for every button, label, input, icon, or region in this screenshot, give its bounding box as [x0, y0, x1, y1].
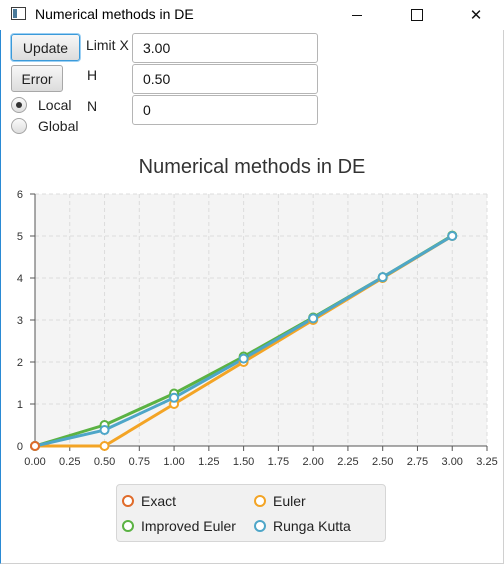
legend-item-exact: Exact — [122, 493, 176, 509]
h-label: H — [87, 67, 98, 83]
x-tick-label: 0.25 — [59, 456, 80, 468]
local-radio-label: Local — [38, 97, 72, 113]
title-bar: Numerical methods in DE ✕ — [0, 0, 504, 30]
x-tick-label: 3.00 — [442, 456, 463, 468]
legend-item-euler: Euler — [254, 493, 306, 509]
data-point-runga-kutta — [447, 231, 458, 241]
maximize-button[interactable] — [394, 0, 440, 30]
maximize-icon — [411, 9, 423, 21]
legend-item-improved-euler: Improved Euler — [122, 518, 236, 534]
legend-label-exact: Exact — [141, 493, 177, 509]
minimize-icon — [352, 14, 362, 16]
h-field[interactable]: 0.50 — [132, 64, 318, 94]
y-tick-label: 6 — [17, 189, 23, 201]
x-tick-label: 1.00 — [163, 456, 184, 468]
x-tick-label: 2.50 — [372, 456, 393, 468]
data-point-exact — [30, 441, 40, 451]
data-point-euler — [99, 441, 110, 451]
y-tick-label: 0 — [17, 441, 23, 453]
x-tick-label: 0.00 — [24, 456, 45, 468]
n-label: N — [87, 98, 98, 114]
legend-marker-improved-euler — [122, 520, 134, 532]
error-button[interactable]: Error — [11, 65, 63, 92]
x-tick-label: 2.75 — [407, 456, 428, 468]
legend-marker-exact — [122, 495, 134, 507]
local-radio[interactable] — [11, 97, 27, 113]
n-field[interactable]: 0 — [132, 95, 318, 125]
close-icon: ✕ — [469, 6, 483, 24]
data-point-runga-kutta — [308, 313, 319, 324]
legend-label-euler: Euler — [273, 493, 306, 509]
global-radio-label: Global — [38, 118, 79, 134]
minimize-button[interactable] — [334, 0, 380, 30]
data-point-runga-kutta — [169, 392, 180, 403]
x-tick-label: 0.75 — [129, 456, 150, 468]
legend-marker-runga-kutta — [254, 520, 266, 532]
data-point-runga-kutta — [377, 272, 388, 283]
x-tick-label: 0.50 — [94, 456, 115, 468]
y-tick-label: 2 — [17, 357, 23, 369]
update-button[interactable]: Update — [11, 34, 80, 61]
limit-x-label: Limit X — [86, 37, 129, 53]
limit-x-field[interactable]: 3.00 — [132, 33, 318, 63]
app-icon — [11, 7, 26, 20]
close-button[interactable]: ✕ — [453, 0, 499, 30]
x-tick-label: 3.25 — [476, 456, 497, 468]
legend-marker-euler — [254, 495, 266, 507]
x-tick-label: 1.50 — [233, 456, 254, 468]
legend-label-improved-euler: Improved Euler — [141, 518, 236, 534]
y-tick-label: 1 — [17, 399, 23, 411]
line-chart: 0.00 0.25 0.50 0.75 1.00 1.25 1.50 1.75 2.00 2.25… — [17, 189, 498, 468]
window-title: Numerical methods in DE — [35, 6, 194, 22]
x-tick-label: 2.25 — [337, 456, 358, 468]
y-tick-label: 3 — [17, 315, 23, 327]
global-radio[interactable] — [11, 118, 27, 134]
y-tick-label: 5 — [17, 231, 23, 243]
y-tick-label: 4 — [17, 273, 23, 285]
chart-title: Numerical methods in DE — [138, 156, 366, 178]
data-point-runga-kutta — [238, 353, 249, 364]
legend-item-runga-kutta: Runga Kutta — [254, 518, 351, 534]
x-tick-label: 1.25 — [198, 456, 219, 468]
x-tick-label: 1.75 — [268, 456, 289, 468]
x-tick-label: 2.00 — [302, 456, 323, 468]
chart-legend: Exact Euler Improved Euler Runga Kutta — [116, 484, 386, 542]
legend-label-runga-kutta: Runga Kutta — [273, 518, 351, 534]
data-point-runga-kutta — [99, 425, 110, 436]
